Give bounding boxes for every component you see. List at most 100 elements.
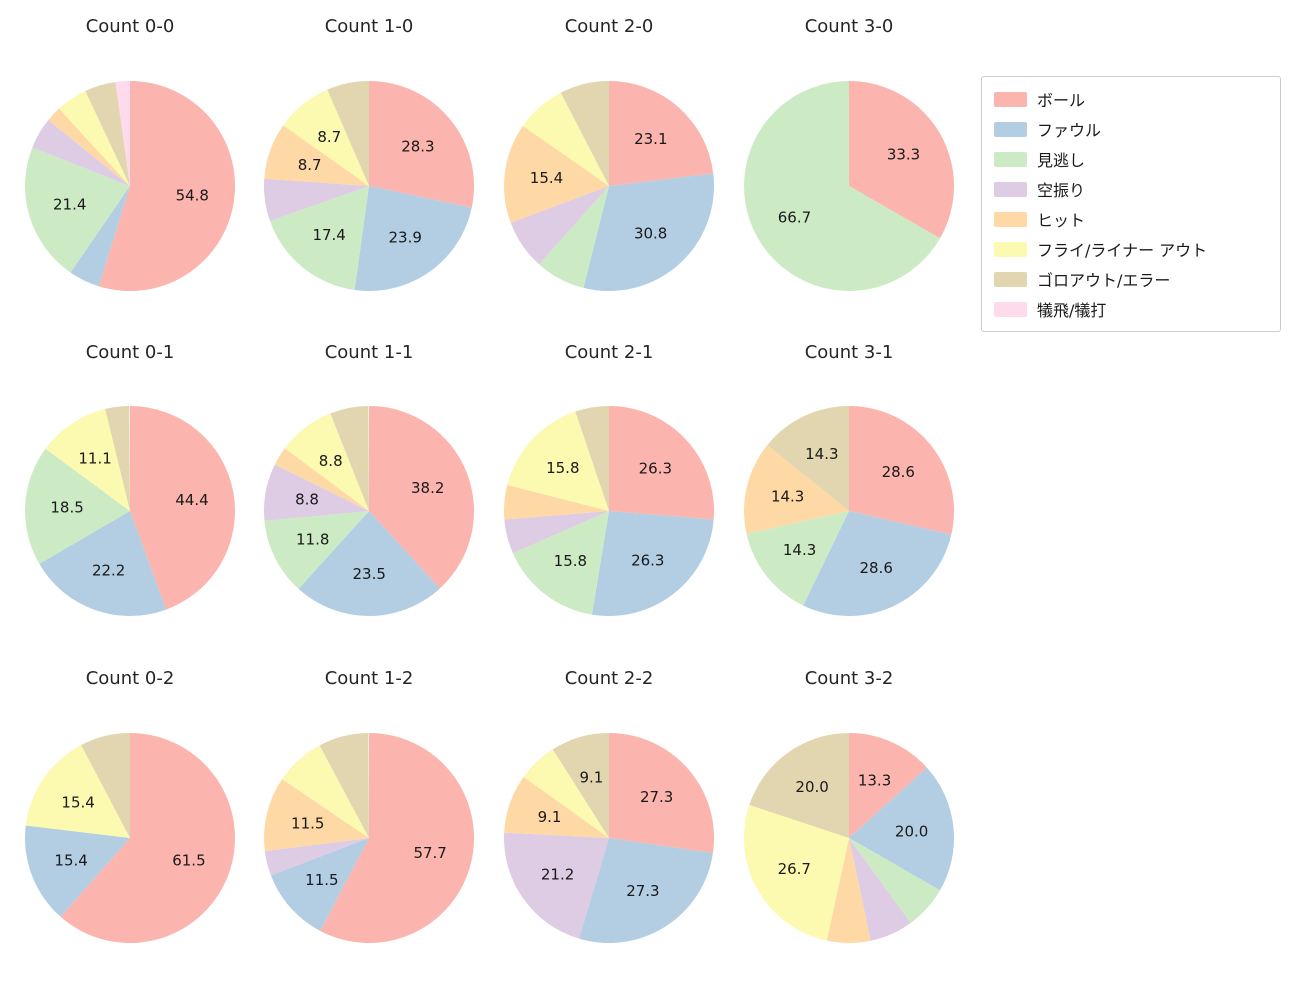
pie-slice	[264, 838, 369, 876]
legend-color-swatch	[994, 151, 1027, 167]
pie-slice	[746, 511, 849, 606]
legend-color-swatch	[994, 271, 1027, 287]
legend-item: 空振り	[994, 174, 1268, 204]
pie-chart: 38.2 23.5 11.8 8.8 8.8	[264, 406, 475, 616]
pie-slice	[264, 511, 369, 589]
pie-label: 30.8	[634, 224, 667, 242]
pie-slice	[849, 838, 911, 941]
pie-slice	[81, 733, 130, 838]
pie-slice	[609, 406, 715, 520]
pie-label: 20.0	[895, 822, 928, 840]
pie-slice	[803, 511, 952, 617]
pie-slice	[583, 173, 714, 291]
pie-chart: 23.1 30.8 15.4	[503, 81, 714, 291]
pie-slice	[504, 511, 609, 554]
chart-title: Count 3-1	[804, 342, 894, 363]
pie-slice	[507, 411, 609, 511]
legend-item: フライ/ライナー アウト	[994, 234, 1268, 264]
pie-label: 27.3	[626, 882, 659, 900]
pie-label: 28.3	[401, 137, 434, 155]
chart-title: Count 1-1	[324, 342, 414, 363]
pie-slice	[98, 81, 236, 291]
pie-label: 11.5	[291, 814, 324, 832]
chart-title: Count 2-0	[564, 16, 654, 37]
pie-label: 27.3	[640, 788, 673, 806]
pie-slice	[767, 406, 849, 511]
legend-color-swatch	[994, 211, 1027, 227]
pie-slice	[282, 745, 369, 838]
pie-chart: 33.3 66.7	[743, 81, 954, 291]
pie-slice	[270, 838, 369, 931]
pie-label: 28.6	[859, 559, 892, 577]
pie-label: 18.5	[50, 499, 83, 517]
pie-slice	[849, 406, 955, 535]
pie-label: 21.4	[53, 195, 86, 213]
chart-title: Count 0-2	[85, 668, 175, 689]
pie-slice	[575, 406, 609, 511]
pie-label: 21.2	[541, 865, 574, 883]
legend-label: ヒット	[1037, 211, 1086, 230]
pie-label: 61.5	[172, 851, 205, 869]
pie-slice	[264, 464, 369, 521]
legend-label: 空振り	[1037, 181, 1086, 200]
pie-label: 9.1	[538, 808, 562, 826]
legend-color-swatch	[994, 91, 1027, 107]
legend-label: 見逃し	[1037, 151, 1086, 170]
legend-label: ボール	[1037, 91, 1086, 110]
pie-slice	[269, 186, 369, 290]
pie-slice	[743, 804, 849, 941]
pie-slice	[743, 81, 941, 291]
legend-item: ゴロアウト/エラー	[994, 264, 1268, 294]
legend-item: ファウル	[994, 114, 1268, 144]
pie-slice	[327, 81, 369, 186]
pie-label: 23.1	[634, 130, 667, 148]
pie-label: 26.3	[639, 459, 672, 477]
pie-label: 11.1	[78, 450, 111, 468]
pie-slice	[85, 82, 130, 186]
pie-slice	[264, 125, 369, 186]
pie-label: 20.0	[795, 778, 828, 796]
pie-label: 11.8	[296, 530, 329, 548]
pie-label: 38.2	[411, 479, 444, 497]
pie-label: 22.2	[92, 561, 125, 579]
pie-label: 8.7	[298, 156, 322, 174]
pie-slice	[849, 838, 941, 923]
pie-slice	[319, 733, 369, 838]
pie-chart: 57.7 11.5 11.5	[264, 733, 474, 943]
pie-label: 57.7	[413, 844, 446, 862]
pie-slice	[39, 511, 167, 617]
pie-slice	[298, 511, 440, 616]
pie-slice	[503, 832, 609, 939]
pie-label: 15.4	[530, 169, 563, 187]
chart-title: Count 1-2	[324, 668, 414, 689]
pie-slice	[115, 81, 130, 186]
pie-label: 9.1	[579, 769, 603, 787]
chart-title: Count 2-2	[564, 668, 654, 689]
pie-slice	[263, 178, 369, 221]
pie-slice	[105, 406, 130, 511]
pie-slice	[274, 448, 369, 511]
pie-label: 26.7	[778, 860, 811, 878]
pie-slice	[369, 81, 474, 208]
legend-item: ボール	[994, 84, 1268, 114]
pie-slice	[522, 92, 609, 186]
pie-slice	[25, 745, 130, 838]
pie-slice	[849, 767, 954, 891]
pie-label: 13.3	[858, 771, 891, 789]
pie-slice	[609, 733, 715, 854]
pie-slice	[25, 448, 130, 564]
pie-slice	[59, 90, 131, 186]
legend-label: フライ/ライナー アウト	[1037, 241, 1208, 260]
chart-title: Count 0-1	[85, 342, 175, 363]
pie-label: 26.3	[631, 552, 664, 570]
pie-slice	[579, 838, 713, 943]
pie-chart: 28.6 28.6 14.3 14.3 14.3	[743, 406, 955, 617]
pie-chart: 44.4 22.2 18.5 11.1	[25, 406, 236, 617]
pie-slice	[264, 778, 369, 852]
pie-slice	[330, 406, 369, 511]
pie-slice	[284, 413, 369, 511]
legend-item: 見逃し	[994, 144, 1268, 174]
legend-item: 犠飛/犠打	[994, 294, 1268, 324]
pie-label: 14.3	[771, 488, 804, 506]
